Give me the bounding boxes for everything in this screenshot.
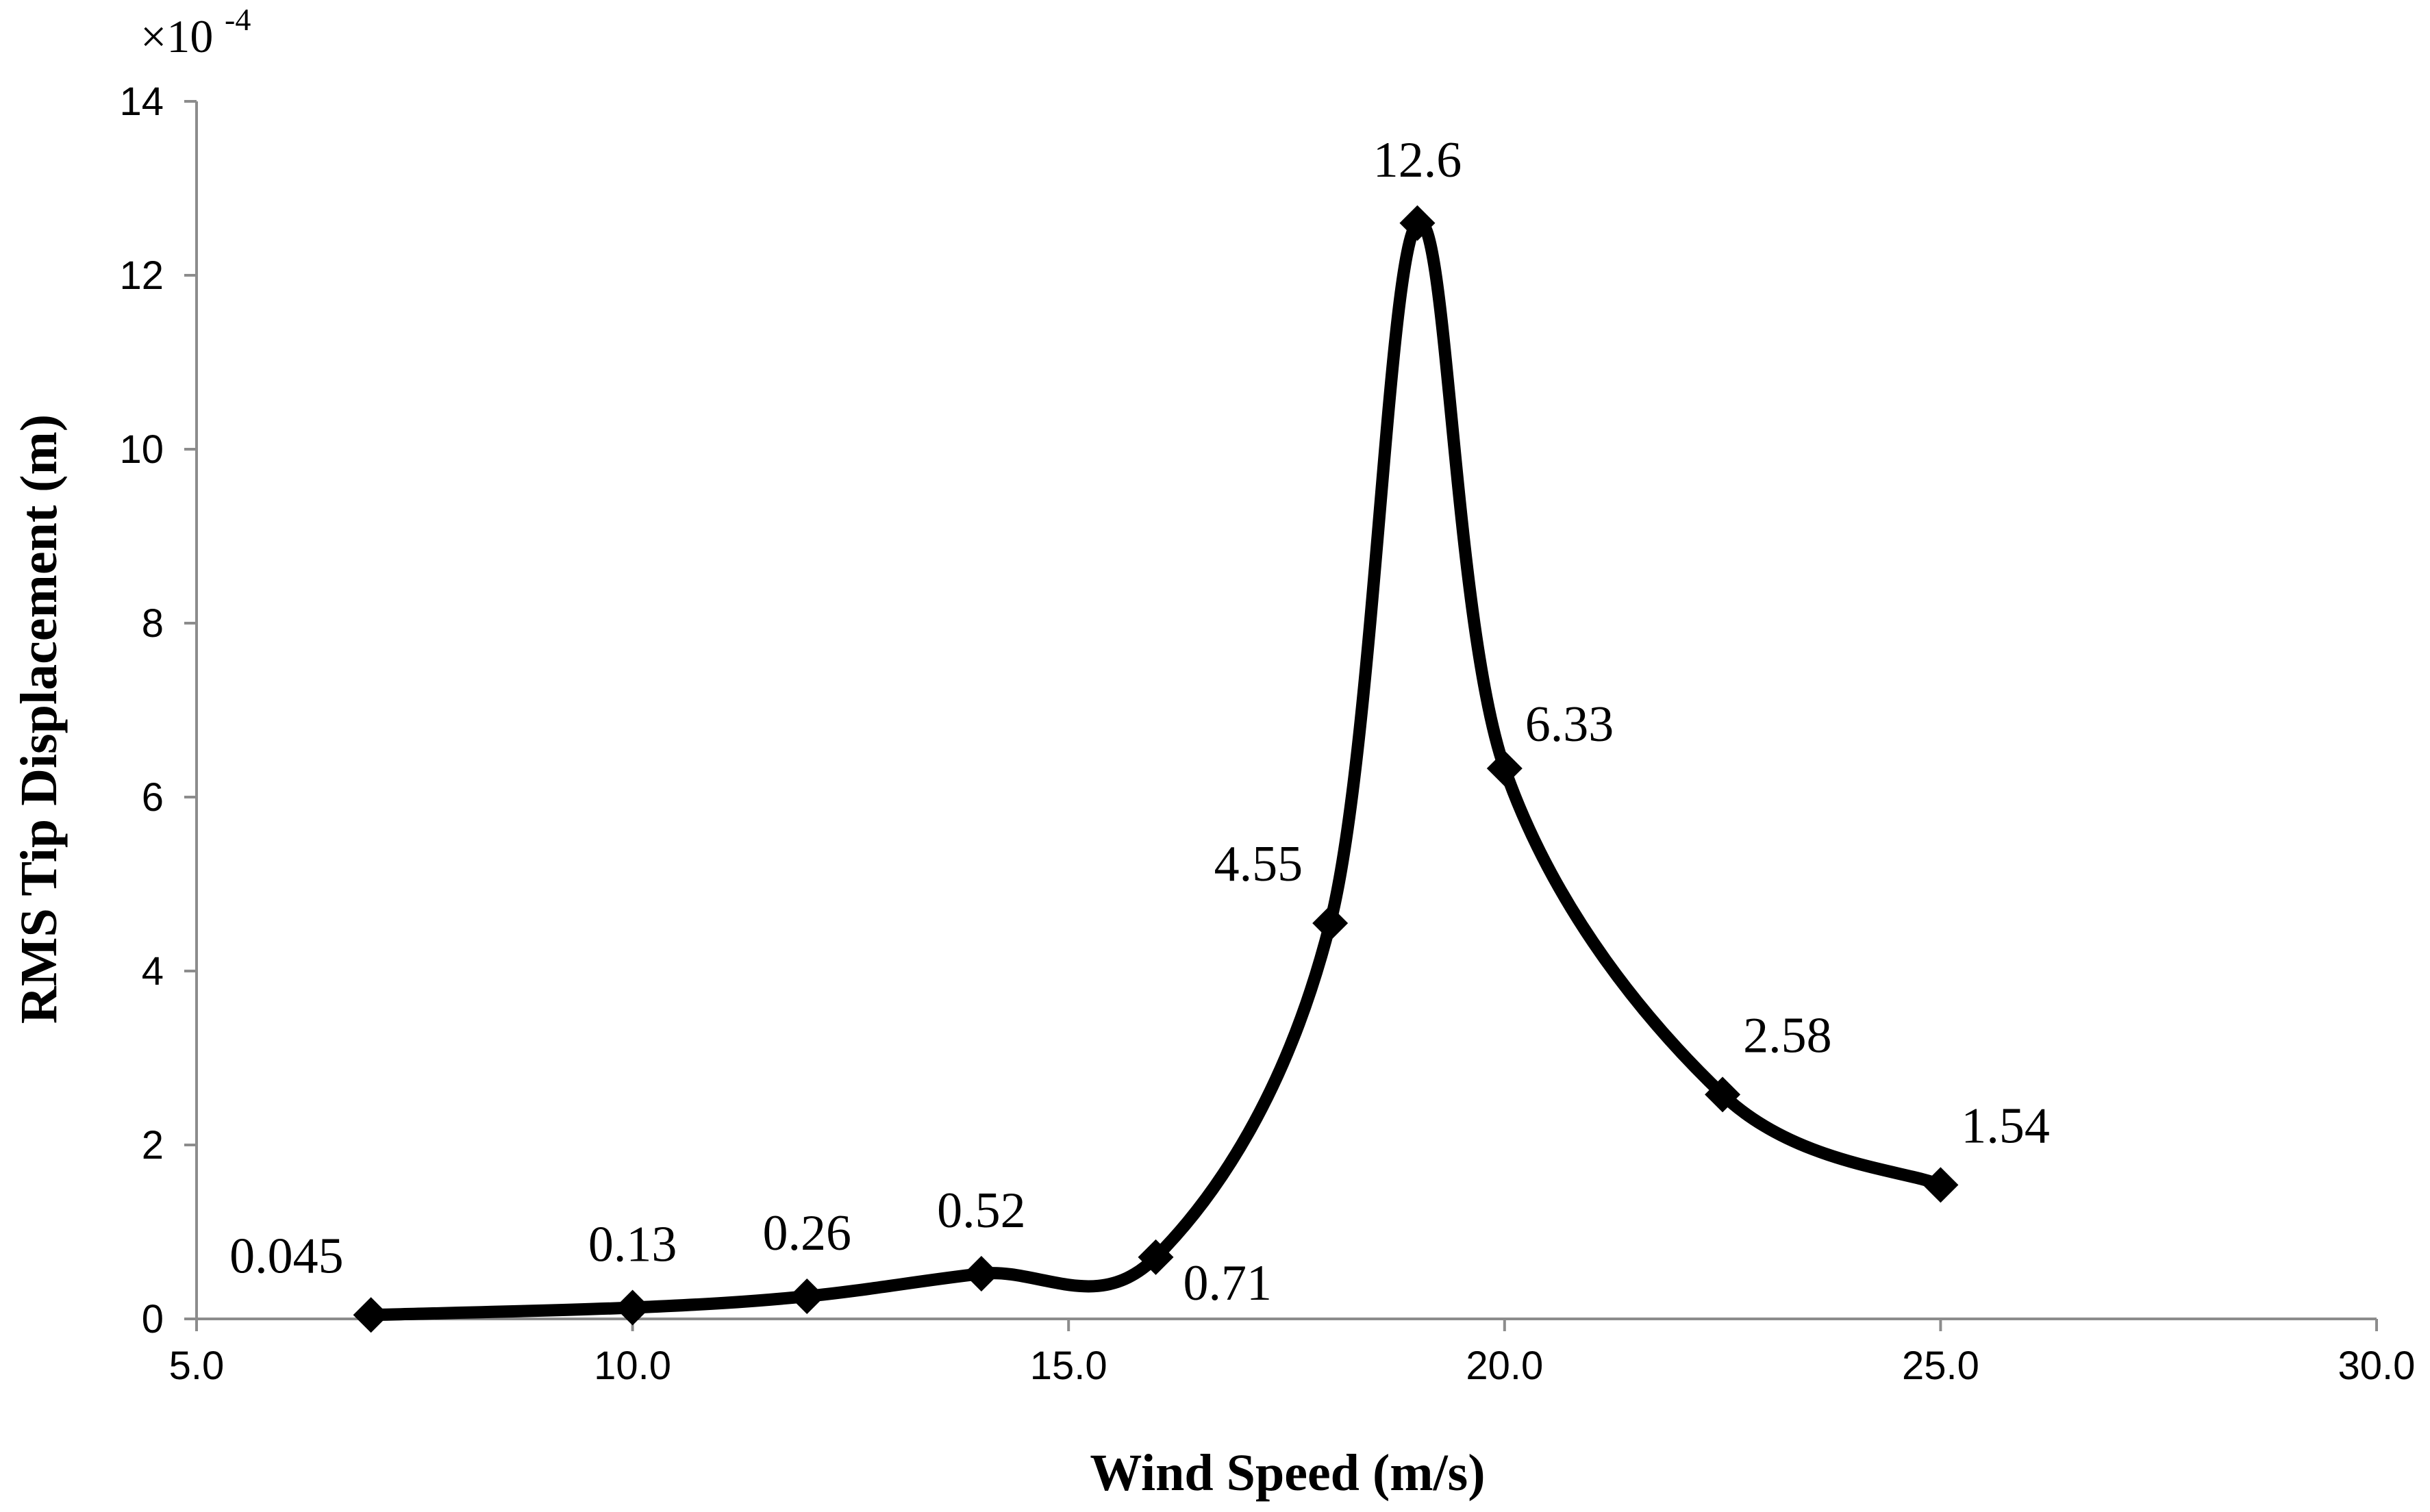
x-tick-label: 20.0: [1466, 1344, 1543, 1388]
data-point-marker: [789, 1278, 825, 1314]
axes: [195, 101, 2377, 1320]
data-point-marker: [1138, 1239, 1174, 1275]
data-point-marker: [1922, 1167, 1959, 1203]
data-series: [353, 205, 1959, 1333]
data-point-marker: [963, 1255, 999, 1292]
y-tick-label: 4: [142, 949, 164, 994]
x-tick-label: 25.0: [1902, 1344, 1979, 1388]
y-tick-label: 8: [142, 601, 164, 646]
x-axis-ticks: 5.0 10.0 15.0 20.0 25.0 30.0: [169, 1319, 2416, 1388]
data-point-marker: [353, 1297, 389, 1333]
y-axis-ticks: 0 2 4 6 8 10 12 14: [119, 79, 197, 1341]
data-point-marker: [1399, 205, 1436, 241]
data-label: 12.6: [1373, 132, 1462, 188]
data-point-marker: [1705, 1076, 1741, 1113]
x-tick-label: 30.0: [2338, 1344, 2416, 1388]
x-tick-label: 5.0: [169, 1344, 225, 1388]
data-label: 0.045: [229, 1228, 344, 1284]
data-point-marker: [614, 1289, 651, 1326]
y-scale-exponent: -4: [225, 2, 251, 37]
data-label: 0.26: [762, 1205, 851, 1261]
data-label: 2.58: [1743, 1007, 1832, 1063]
data-label: 1.54: [1961, 1098, 2050, 1154]
data-point-marker: [1486, 751, 1523, 787]
data-label: 0.13: [588, 1216, 677, 1272]
x-tick-label: 15.0: [1030, 1344, 1107, 1388]
data-label: 6.33: [1525, 696, 1614, 753]
y-tick-label: 6: [142, 775, 164, 820]
data-label: 0.52: [937, 1183, 1026, 1239]
x-axis-title: Wind Speed (m/s): [1090, 1444, 1485, 1502]
data-labels: 0.045 0.13 0.26 0.52 0.71 4.55 12.6 6.33 2.58 1.5…: [229, 132, 2050, 1311]
y-axis-scale-factor: ×10 -4: [140, 2, 251, 62]
x-tick-label: 10.0: [594, 1344, 671, 1388]
y-tick-label: 2: [142, 1123, 164, 1168]
data-label: 4.55: [1214, 836, 1303, 892]
y-tick-label: 12: [119, 253, 164, 298]
y-scale-prefix: ×10: [140, 10, 213, 62]
series-line: [364, 216, 1947, 1322]
y-tick-label: 14: [119, 79, 164, 124]
y-tick-label: 0: [142, 1297, 164, 1341]
y-axis-title: RMS Tip Displacement (m): [10, 414, 68, 1024]
data-point-marker: [1312, 905, 1349, 942]
data-label: 0.71: [1183, 1255, 1273, 1311]
y-tick-label: 10: [119, 427, 164, 472]
